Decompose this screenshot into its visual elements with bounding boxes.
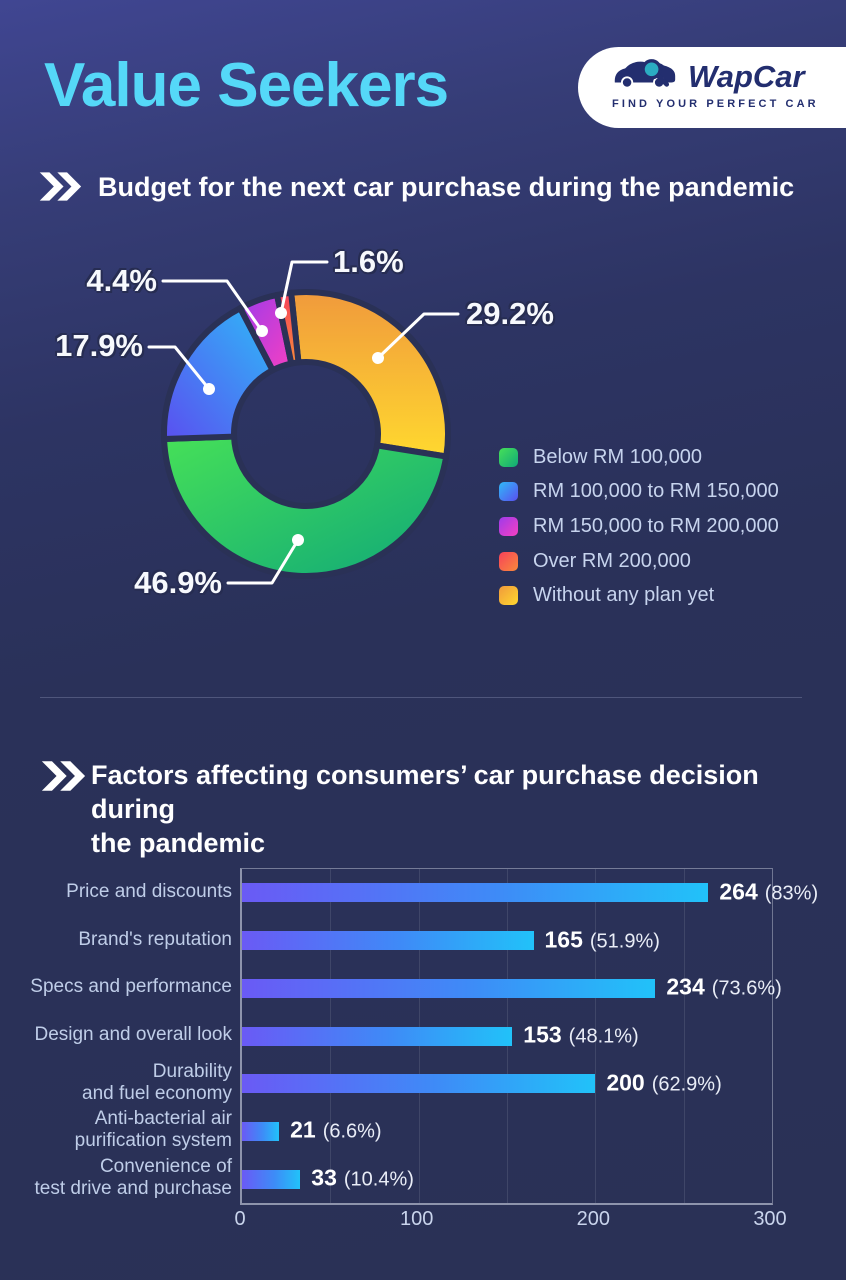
bar-category-label: Specs and performance bbox=[30, 976, 232, 998]
leader-line bbox=[147, 345, 211, 391]
bar-value-percent: (62.9%) bbox=[651, 1073, 722, 1096]
bar-value-label: 165 (51.9%) bbox=[545, 926, 660, 953]
bar-value-number: 234 bbox=[666, 973, 705, 1000]
bar-value-percent: (10.4%) bbox=[343, 1168, 414, 1191]
bar-1 bbox=[242, 931, 534, 951]
bar-5 bbox=[242, 1121, 280, 1141]
bar-category-label: Design and overall look bbox=[34, 1024, 232, 1045]
bar-0 bbox=[242, 883, 709, 903]
legend-item: Over RM 200,000 bbox=[499, 544, 779, 579]
legend-item: RM 100,000 to RM 150,000 bbox=[499, 475, 779, 510]
x-axis-tick: 0 bbox=[234, 1208, 246, 1230]
bar-6 bbox=[242, 1169, 301, 1189]
leader-dot bbox=[275, 307, 287, 319]
legend-item: Below RM 100,000 bbox=[499, 440, 779, 475]
leader-line bbox=[161, 279, 264, 333]
bar-value-percent: (83%) bbox=[764, 882, 819, 905]
brand-tagline: FIND YOUR PERFECT CAR bbox=[612, 98, 819, 110]
bar-value-number: 153 bbox=[523, 1021, 562, 1048]
leader-dot bbox=[256, 325, 268, 337]
double-chevron-icon bbox=[38, 170, 82, 208]
donut-pct-label: 29.2% bbox=[466, 296, 554, 331]
wapcar-logo: WapCar FIND YOUR PERFECT CAR bbox=[612, 57, 819, 111]
bar-value-number: 21 bbox=[290, 1116, 316, 1143]
gridline bbox=[683, 869, 685, 1203]
legend-item: RM 150,000 to RM 200,000 bbox=[499, 509, 779, 544]
legend-swatch bbox=[499, 447, 518, 467]
leader-dot bbox=[203, 383, 215, 395]
legend-swatch bbox=[499, 551, 518, 571]
leader-line bbox=[226, 538, 300, 585]
legend-item: Without any plan yet bbox=[499, 578, 779, 613]
leader-dot bbox=[372, 352, 384, 364]
x-axis-tick: 100 bbox=[399, 1208, 434, 1230]
donut-slice-0 bbox=[161, 433, 450, 579]
bar-2 bbox=[242, 978, 656, 998]
bar-category-label: Price and discounts bbox=[66, 880, 232, 902]
bar-value-number: 264 bbox=[719, 878, 758, 905]
bar-value-label: 264 (83%) bbox=[719, 878, 818, 905]
bar-value-percent: (51.9%) bbox=[589, 930, 660, 953]
wapcar-logo-pill: WapCar FIND YOUR PERFECT CAR bbox=[578, 47, 846, 128]
section-divider bbox=[40, 697, 802, 698]
legend-label: Without any plan yet bbox=[533, 584, 715, 607]
bar-4 bbox=[242, 1074, 596, 1094]
leader-line bbox=[279, 260, 329, 315]
bar-value-percent: (48.1%) bbox=[568, 1025, 639, 1048]
leader-dot bbox=[292, 534, 304, 546]
bar-category-label: Anti-bacterial air purification system bbox=[74, 1108, 232, 1152]
bar-value-number: 165 bbox=[544, 926, 583, 953]
legend-label: Below RM 100,000 bbox=[533, 445, 702, 468]
section1-heading-text: Budget for the next car purchase during … bbox=[98, 172, 795, 202]
donut-pct-label: 4.4% bbox=[86, 263, 157, 298]
x-axis-tick: 300 bbox=[753, 1208, 787, 1230]
donut-slice-4 bbox=[288, 289, 451, 460]
bar-value-percent: (6.6%) bbox=[322, 1120, 382, 1143]
donut-pct-label: 46.9% bbox=[134, 565, 222, 600]
bar-value-label: 33 (10.4%) bbox=[311, 1165, 414, 1192]
section1-heading: Budget for the next car purchase during … bbox=[38, 170, 818, 208]
section2-heading-text: Factors affecting consumers’ car purchas… bbox=[91, 760, 759, 858]
leader-line bbox=[376, 312, 460, 360]
brand-name: WapCar bbox=[688, 58, 805, 94]
bar-value-label: 153 (48.1%) bbox=[523, 1022, 638, 1049]
bar-value-percent: (73.6%) bbox=[711, 977, 782, 1000]
bar-category-label: Durability and fuel economy bbox=[82, 1060, 232, 1104]
bar-value-label: 234 (73.6%) bbox=[666, 974, 781, 1001]
bar-value-label: 21 (6.6%) bbox=[290, 1117, 382, 1144]
bar-category-label: Convenience of test drive and purchase bbox=[34, 1156, 232, 1200]
gridline bbox=[595, 869, 597, 1203]
bar-3 bbox=[242, 1026, 513, 1046]
donut-legend: Below RM 100,000 RM 100,000 to RM 150,000… bbox=[499, 440, 779, 613]
bar-value-number: 33 bbox=[311, 1164, 337, 1191]
legend-swatch bbox=[499, 482, 518, 502]
bar-value-label: 200 (62.9%) bbox=[606, 1069, 721, 1096]
car-magnifier-icon bbox=[612, 57, 678, 96]
legend-swatch bbox=[499, 516, 518, 536]
donut-pct-label: 17.9% bbox=[55, 328, 143, 363]
section2-heading: Factors affecting consumers’ car purchas… bbox=[40, 758, 830, 860]
legend-label: RM 150,000 to RM 200,000 bbox=[533, 514, 779, 537]
bar-chart-plot-area bbox=[240, 868, 773, 1205]
x-axis-tick: 200 bbox=[576, 1208, 611, 1230]
donut-pct-label: 1.6% bbox=[333, 244, 404, 279]
bar-value-number: 200 bbox=[606, 1069, 645, 1096]
bar-category-label: Brand's reputation bbox=[78, 928, 232, 950]
legend-label: RM 100,000 to RM 150,000 bbox=[533, 480, 779, 503]
page-title: Value Seekers bbox=[44, 51, 449, 120]
donut-slice-1 bbox=[161, 305, 276, 443]
legend-swatch bbox=[499, 586, 518, 606]
double-chevron-icon bbox=[40, 758, 86, 799]
donut-chart bbox=[147, 260, 460, 585]
legend-label: Over RM 200,000 bbox=[533, 549, 691, 572]
